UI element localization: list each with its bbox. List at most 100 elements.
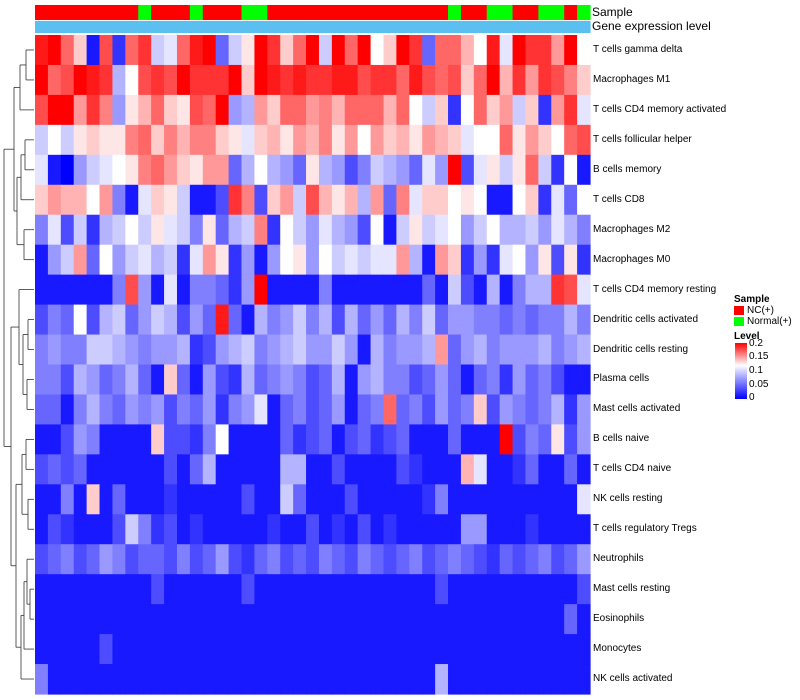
heatmap-cell	[202, 64, 217, 96]
heatmap-cell	[344, 604, 359, 635]
heatmap-cell	[564, 424, 578, 455]
heatmap-cell	[422, 244, 436, 276]
heatmap-cell	[306, 154, 320, 186]
heatmap-cell	[215, 634, 230, 665]
heatmap-cell	[318, 514, 333, 545]
heatmap-cell	[73, 574, 88, 605]
heatmap-cell	[383, 424, 397, 455]
heatmap-cell	[435, 364, 449, 396]
heatmap-cell	[35, 184, 49, 216]
heatmap-cell	[460, 574, 475, 605]
heatmap-cell	[293, 574, 307, 605]
heatmap-cell	[551, 35, 565, 66]
heatmap-cell	[460, 64, 475, 96]
row-label: Eosinophils	[593, 613, 645, 625]
heatmap-cell	[267, 64, 281, 96]
heatmap-cell	[254, 664, 268, 695]
expression-anno-cell	[254, 21, 268, 33]
heatmap-cell	[138, 574, 152, 605]
heatmap-cell	[409, 214, 423, 246]
heatmap-cell	[99, 214, 114, 246]
heatmap-cell	[112, 304, 126, 336]
heatmap-cell	[73, 544, 88, 575]
heatmap-cell	[564, 514, 578, 545]
sample-anno-cell	[357, 5, 372, 20]
heatmap-cell	[280, 64, 294, 96]
heatmap-cell	[538, 184, 552, 216]
expression-anno-cell	[435, 21, 449, 33]
heatmap-cell	[86, 244, 101, 276]
heatmap-cell	[435, 154, 449, 186]
heatmap-cell	[35, 424, 49, 455]
heatmap-cell	[189, 244, 204, 276]
heatmap-cell	[551, 334, 565, 366]
heatmap-cell	[538, 35, 552, 66]
heatmap-cell	[564, 64, 578, 96]
heatmap-cell	[499, 484, 514, 515]
heatmap-cell	[47, 64, 62, 96]
legend-label-nc: NC(+)	[747, 305, 774, 316]
column-annotations	[35, 5, 591, 33]
heatmap-cell	[525, 154, 539, 186]
expression-anno-cell	[164, 21, 178, 33]
heatmap-cell	[215, 214, 230, 246]
heatmap-cell	[35, 364, 49, 396]
heatmap-cell	[370, 214, 385, 246]
heatmap-cell	[176, 394, 191, 426]
heatmap-cell	[577, 574, 591, 605]
heatmap-cell	[422, 364, 436, 396]
heatmap-cell	[138, 244, 152, 276]
heatmap-cell	[525, 35, 539, 66]
heatmap-cell	[551, 574, 565, 605]
expression-anno-cell	[125, 21, 139, 33]
heatmap-cell	[538, 364, 552, 396]
heatmap-cell	[164, 544, 178, 575]
heatmap-cell	[525, 514, 539, 545]
heatmap-cell	[151, 364, 165, 396]
heatmap-cell	[164, 154, 178, 186]
heatmap-cell	[47, 484, 62, 515]
heatmap-cell	[486, 574, 501, 605]
heatmap-cell	[538, 304, 552, 336]
heatmap-cell	[512, 244, 527, 276]
heatmap-cell	[383, 634, 397, 665]
heatmap-cell	[512, 514, 527, 545]
heatmap-cell	[448, 124, 462, 156]
heatmap-cell	[151, 214, 165, 246]
heatmap-cell	[331, 214, 346, 246]
heatmap-cell	[151, 484, 165, 515]
heatmap-cell	[473, 124, 488, 156]
heatmap-cell	[577, 544, 591, 575]
heatmap-cell	[370, 35, 385, 66]
heatmap-cell	[60, 634, 75, 665]
heatmap-cell	[164, 244, 178, 276]
heatmap-cell	[331, 154, 346, 186]
heatmap-cell	[138, 394, 152, 426]
heatmap-cell	[564, 634, 578, 665]
heatmap-cell	[228, 574, 243, 605]
level-tick-0: 0	[749, 392, 755, 403]
heatmap-cell	[396, 544, 410, 575]
heatmap-cell	[306, 604, 320, 635]
heatmap-cell	[47, 394, 62, 426]
heatmap-cell	[383, 64, 397, 96]
heatmap-cell	[228, 35, 243, 66]
heatmap-cell	[47, 364, 62, 396]
heatmap-cell	[280, 214, 294, 246]
heatmap-cell	[525, 394, 539, 426]
heatmap-cell	[564, 604, 578, 635]
heatmap-cell	[241, 154, 256, 186]
heatmap-cell	[564, 364, 578, 396]
heatmap-cell	[525, 574, 539, 605]
heatmap-cell	[409, 94, 423, 126]
heatmap-cell	[306, 244, 320, 276]
heatmap-cell	[189, 544, 204, 575]
row-label: T cells gamma delta	[593, 43, 683, 55]
heatmap-cell	[293, 544, 307, 575]
heatmap-cell	[409, 154, 423, 186]
heatmap-cell	[409, 274, 423, 306]
heatmap-cell	[499, 334, 514, 366]
level-colorbar	[735, 343, 747, 399]
heatmap-cell	[344, 634, 359, 665]
heatmap-cell	[99, 64, 114, 96]
